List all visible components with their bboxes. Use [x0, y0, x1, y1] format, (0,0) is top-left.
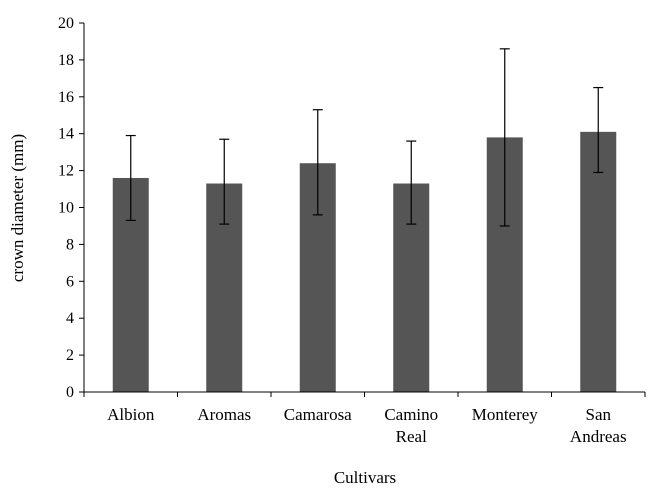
y-tick-label: 18 — [58, 52, 74, 69]
x-tick-label: Aromas — [197, 405, 251, 424]
y-tick-label: 20 — [58, 15, 74, 32]
x-axis-labels: Albion Aromas Camarosa Camino Real Monterey Sa… — [107, 405, 626, 446]
y-tick-label: 0 — [66, 384, 74, 401]
error-bars — [125, 48, 604, 227]
y-tick-label: 10 — [58, 200, 74, 217]
y-tick-label: 6 — [66, 273, 74, 290]
bar — [580, 131, 617, 393]
y-tick-label: 8 — [66, 236, 74, 253]
x-tick-label: Monterey — [472, 405, 539, 424]
y-tick-label: 14 — [58, 126, 74, 143]
x-tick-label: Camarosa — [284, 405, 352, 424]
y-tick-label: 16 — [58, 89, 74, 106]
bars — [112, 131, 617, 393]
x-tick-label: Andreas — [570, 427, 627, 446]
y-axis-ticks: 0 2 4 6 8 10 12 14 16 18 20 — [58, 15, 84, 401]
x-tick-label: Albion — [107, 405, 155, 424]
x-tick-label: Real — [396, 427, 427, 446]
y-tick-label: 12 — [58, 163, 74, 180]
x-tick-label: Camino — [384, 405, 438, 424]
x-tick-label: San — [586, 405, 612, 424]
x-axis-title: Cultivars — [334, 468, 396, 487]
y-tick-label: 4 — [66, 310, 74, 327]
y-tick-label: 2 — [66, 347, 74, 364]
x-axis-ticks — [83, 392, 646, 397]
y-axis-title: crown diameter (mm) — [8, 134, 27, 282]
